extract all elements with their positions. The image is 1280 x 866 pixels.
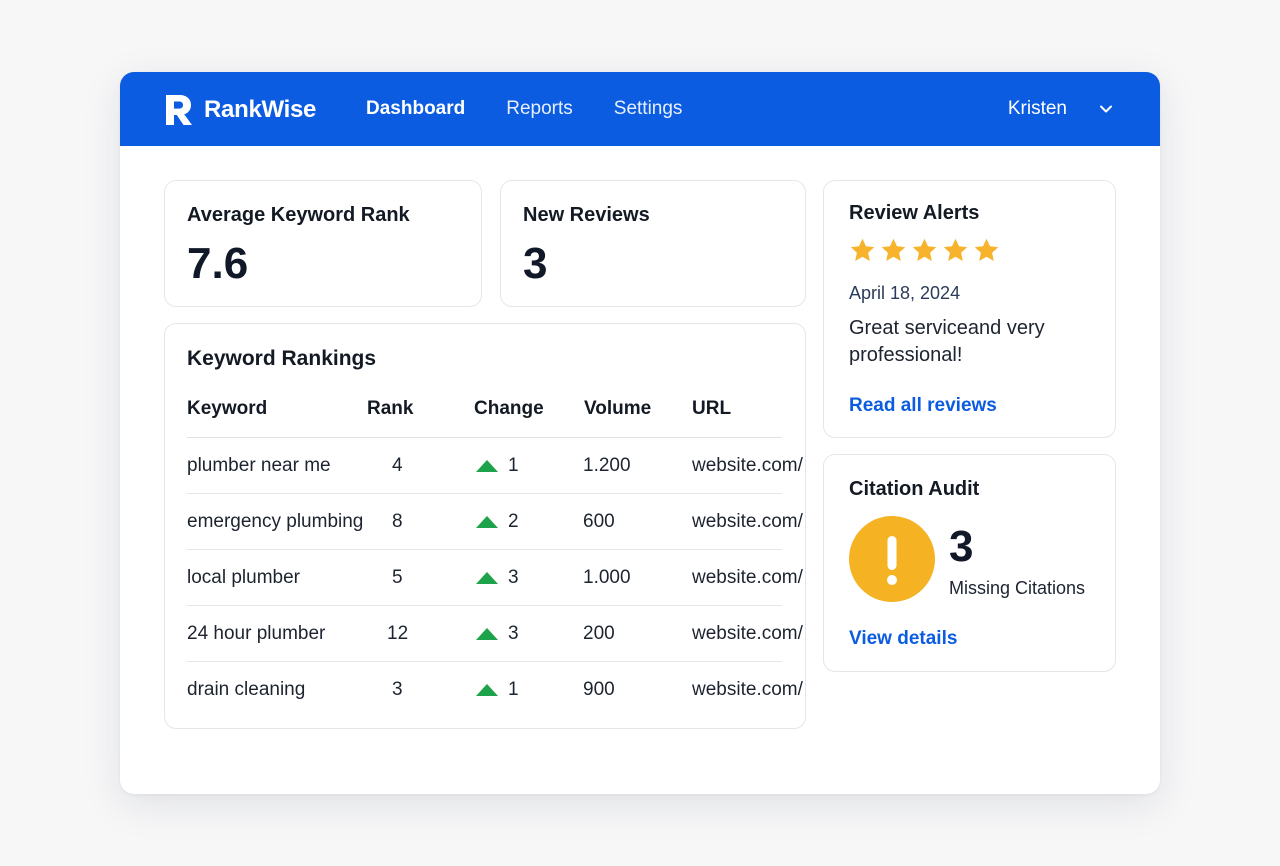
column-url[interactable]: URL	[692, 398, 732, 419]
arrow-up-icon	[476, 684, 498, 696]
citation-audit-card: Citation Audit 3 Missing Citations View …	[823, 454, 1116, 672]
keyword-cell: local plumber	[187, 567, 300, 588]
star-rating	[849, 237, 1004, 264]
change-cell: 3	[508, 567, 519, 588]
change-cell: 1	[508, 679, 519, 700]
brand[interactable]: RankWise	[164, 94, 316, 126]
rank-cell: 12	[387, 623, 409, 644]
column-volume[interactable]: Volume	[584, 398, 652, 419]
review-alerts-title: Review Alerts	[849, 202, 980, 224]
avg-rank-value: 7.6	[187, 239, 249, 288]
table-row[interactable]: 24 hour plumber 12 3 200 website.com/	[187, 606, 803, 662]
url-cell[interactable]: website.com/	[692, 679, 803, 700]
column-rank[interactable]: Rank	[367, 398, 414, 419]
change-cell: 2	[508, 511, 519, 532]
table-row[interactable]: drain cleaning 3 1 900 website.com/	[187, 662, 803, 718]
url-cell[interactable]: website.com/	[692, 511, 803, 532]
main-nav: Dashboard Reports Settings	[366, 98, 723, 120]
nav-dashboard[interactable]: Dashboard	[366, 98, 466, 119]
missing-citations-label: Missing Citations	[949, 578, 1086, 598]
table-row[interactable]: emergency plumbing 8 2 600 website.com/	[187, 494, 803, 550]
exclamation-icon	[849, 516, 935, 602]
chevron-down-icon	[1100, 105, 1112, 113]
new-reviews-card: New Reviews 3	[500, 180, 806, 307]
keyword-cell: plumber near me	[187, 455, 331, 476]
view-details-link[interactable]: View details	[849, 628, 958, 649]
table-row[interactable]: local plumber 5 3 1.000 website.com/	[187, 550, 803, 606]
keyword-rankings-title: Keyword Rankings	[187, 347, 377, 370]
url-cell[interactable]: website.com/	[692, 567, 803, 588]
top-navigation-bar: RankWise Dashboard Reports Settings Kris…	[120, 72, 1160, 146]
review-alerts-card: Review Alerts April 18, 2024 Great servi…	[823, 180, 1116, 438]
missing-citations-count: 3	[949, 522, 974, 571]
rank-cell: 3	[392, 679, 403, 700]
volume-cell: 600	[583, 511, 615, 532]
rank-cell: 4	[392, 455, 403, 476]
table-row[interactable]: plumber near me 4 1 1.200 website.com/	[187, 438, 803, 494]
nav-settings[interactable]: Settings	[613, 98, 683, 119]
new-reviews-label: New Reviews	[523, 204, 650, 226]
keyword-cell: 24 hour plumber	[187, 623, 326, 644]
read-all-reviews-link[interactable]: Read all reviews	[849, 395, 997, 416]
keyword-cell: drain cleaning	[187, 679, 306, 700]
volume-cell: 1.000	[583, 567, 631, 588]
volume-cell: 1.200	[583, 455, 631, 476]
keyword-rankings-card: Keyword Rankings Keyword Rank Change Vol…	[164, 323, 806, 729]
star-icon	[974, 238, 999, 261]
volume-cell: 200	[583, 623, 615, 644]
url-cell[interactable]: website.com/	[692, 623, 803, 644]
column-keyword[interactable]: Keyword	[187, 398, 268, 419]
arrow-up-icon	[476, 572, 498, 584]
citation-audit-title: Citation Audit	[849, 478, 980, 500]
star-icon	[881, 238, 906, 261]
arrow-up-icon	[476, 516, 498, 528]
arrow-up-icon	[476, 460, 498, 472]
keyword-cell: emergency plumbing	[187, 511, 364, 532]
user-name: Kristen	[1007, 98, 1067, 119]
change-cell: 1	[508, 455, 519, 476]
avg-rank-label: Average Keyword Rank	[187, 204, 410, 226]
new-reviews-value: 3	[523, 239, 548, 288]
column-change[interactable]: Change	[474, 398, 544, 419]
star-icon	[912, 238, 937, 261]
nav-reports[interactable]: Reports	[506, 98, 573, 119]
rank-cell: 8	[392, 511, 403, 532]
change-cell: 3	[508, 623, 519, 644]
arrow-up-icon	[476, 628, 498, 640]
brand-name: RankWise	[204, 96, 317, 123]
review-date: April 18, 2024	[849, 283, 961, 303]
star-icon	[850, 238, 875, 261]
volume-cell: 900	[583, 679, 615, 700]
r-logo-icon	[166, 95, 192, 125]
url-cell[interactable]: website.com/	[692, 455, 803, 476]
app-window: RankWise Dashboard Reports Settings Kris…	[120, 72, 1160, 794]
table-header: Keyword Rank Change Volume URL	[187, 398, 782, 438]
rank-cell: 5	[392, 567, 403, 588]
user-menu[interactable]: Kristen	[1008, 98, 1113, 120]
review-text: Great serviceand very professional!	[849, 317, 1045, 366]
avg-rank-card: Average Keyword Rank 7.6	[164, 180, 482, 307]
star-icon	[943, 238, 968, 261]
